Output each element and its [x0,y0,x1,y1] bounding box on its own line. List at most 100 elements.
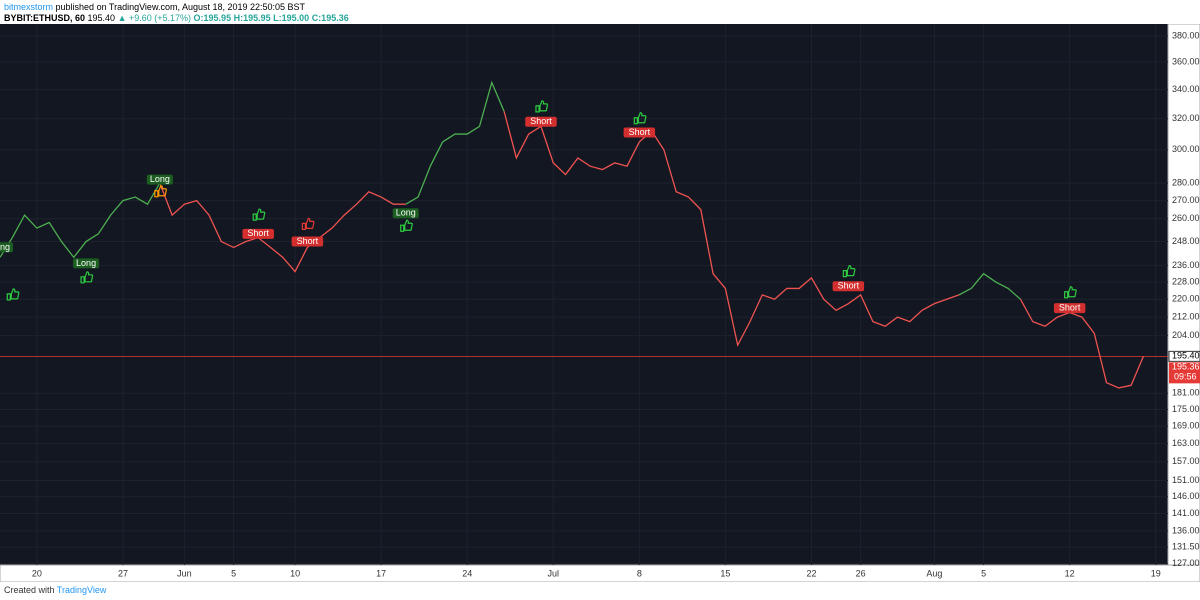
x-tick-label: 12 [1065,568,1075,578]
symbol: BYBIT:ETHUSD, 60 [4,13,86,23]
x-tick-label: Aug [926,568,942,578]
x-tick-label: 22 [806,568,816,578]
x-tick-label: 17 [376,568,386,578]
signal-icon [252,208,266,221]
y-tick-label: 136.00 [1172,525,1200,535]
x-tick-label: 26 [856,568,866,578]
y-tick-label: 175.00 [1172,404,1200,414]
signal-label: Long [396,208,416,218]
signal-label-box [146,174,173,185]
signal-label: Short [838,281,860,291]
y-tick-label: 236.00 [1172,260,1200,270]
signal-icon [80,271,94,284]
signal-label-box [623,127,656,138]
y-tick-label: 127.00 [1172,558,1200,568]
time-axis [0,564,1200,582]
last-price-label: 195.40 [1172,351,1200,361]
signal-icon [6,288,20,301]
signal-label: Long [0,242,10,252]
y-tick-label: 163.00 [1172,438,1200,448]
x-tick-label: 10 [290,568,300,578]
publisher[interactable]: bitmexstorm [4,2,54,12]
x-tick-label: Jun [177,568,192,578]
signal-label-box [525,116,557,127]
y-tick-label: 169.00 [1172,421,1200,431]
y-tick-label: 141.00 [1172,508,1200,518]
price-line [159,182,406,273]
price-line [503,111,960,348]
y-tick-label: 260.00 [1172,213,1200,223]
y-tick-label: 131.50 [1172,541,1200,551]
y-tick-label: 228.00 [1172,276,1200,286]
price-axis [1167,24,1200,566]
chart: 380.00 360.00 340.00 320.00 300.00 280.00 270.… [0,24,1200,582]
x-tick-label: 27 [118,568,128,578]
close-price-label: 195.36 [1172,362,1200,372]
y-tick-label: 300.00 [1172,144,1200,154]
symbol-line: BYBIT:ETHUSD, 60 195.40 ▲ +9.60 (+5.17%)… [4,13,349,23]
x-tick-label: 24 [462,568,472,578]
signal-label-box [392,208,419,219]
last: 195.40 [87,13,116,23]
signal-label: Long [150,174,170,184]
y-tick-label: 280.00 [1172,177,1200,187]
price-line [958,272,1021,300]
last-price-box [1168,350,1200,362]
signal-icon [633,112,647,125]
y-tick-label: 151.00 [1172,475,1200,485]
footer-text: Created with [4,585,55,595]
x-tick-label: 19 [1151,568,1161,578]
x-tick-label: 15 [720,568,730,578]
y-tick-label: 204.00 [1172,330,1200,340]
ohlc-o: O:195.95 [193,13,232,23]
signal-label: Long [76,258,96,268]
close-price-box [1169,362,1200,384]
price-line [0,182,161,259]
signal-label-box [1053,303,1086,314]
footer-brand[interactable]: TradingView [56,585,107,595]
x-tick-label: 8 [637,568,642,578]
signal-icon [535,100,549,113]
signal-label-box [291,236,324,247]
y-tick-label: 157.00 [1172,456,1200,466]
y-tick-label: 220.00 [1172,294,1200,304]
signal-icon [154,185,167,198]
y-tick-label: 360.00 [1172,56,1200,66]
footer: Created with TradingView [4,585,106,595]
price-line [405,80,505,205]
plot-background [0,24,1168,565]
signal-icon [1064,286,1077,299]
signal-icon [301,217,315,230]
y-tick-label: 146.00 [1172,491,1200,501]
y-tick-label: 340.00 [1172,84,1200,94]
y-tick-label: 181.00 [1172,388,1200,398]
x-tick-label: 5 [981,568,986,578]
signal-icon [842,264,856,278]
signal-icon [400,219,413,232]
ohlc-l: L:195.00 [273,13,310,23]
countdown-label: 09:56 [1174,372,1197,382]
publish-line: bitmexstorm published on TradingView.com… [4,2,305,12]
y-tick-label: 320.00 [1172,113,1200,123]
x-tick-label: Jul [548,568,560,578]
change: ▲ +9.60 (+5.17%) [117,13,192,23]
published: published on TradingView.com, August 18,… [55,2,306,12]
y-tick-label: 380.00 [1172,30,1200,40]
y-tick-label: 270.00 [1172,195,1200,205]
y-tick-label: 248.00 [1172,236,1200,246]
signal-label: Short [629,127,651,137]
signal-label-box [0,242,13,253]
signal-label-box [73,258,100,269]
signal-label: Short [247,228,269,238]
signal-label: Short [297,236,319,246]
signal-label-box [242,228,274,239]
signal-label: Short [530,116,552,126]
signal-label: Short [1059,302,1081,312]
signal-label-box [832,281,865,292]
x-tick-label: 5 [231,568,236,578]
ohlc-h: H:195.95 [233,13,271,23]
price-line [1019,298,1145,389]
ohlc-c: C:195.36 [311,13,349,23]
y-tick-label: 212.00 [1172,311,1200,321]
